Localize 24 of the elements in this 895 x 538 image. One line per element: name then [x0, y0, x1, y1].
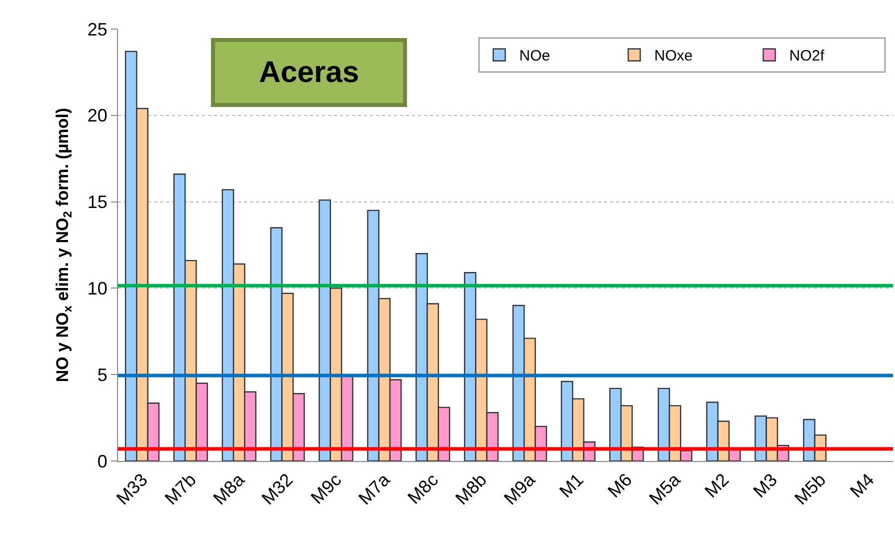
- legend-label: NOxe: [654, 48, 693, 65]
- x-tick-label: M8b: [452, 470, 490, 509]
- legend-label: NO2f: [789, 48, 826, 65]
- x-tick-label: M8c: [404, 470, 442, 508]
- legend-label: NOe: [519, 48, 550, 65]
- y-tick-label: 25: [87, 19, 108, 40]
- y-tick-label: 10: [87, 278, 108, 298]
- x-tick-label: M4: [846, 470, 878, 502]
- x-tick-label: M3: [749, 470, 782, 502]
- text: Aceras: [258, 56, 360, 89]
- x-tick-label: M7a: [354, 468, 394, 509]
- x-tick-label: M8a: [209, 468, 249, 509]
- y-tick-label: 5: [97, 364, 108, 385]
- x-tick-label: M9a: [500, 468, 540, 509]
- x-tick-label: M9c: [306, 470, 346, 508]
- y-tick-label: 15: [87, 192, 108, 212]
- y-tick-label: 0: [97, 451, 108, 472]
- x-tick-label: M2: [700, 470, 733, 502]
- x-tick-label: M1: [556, 470, 588, 502]
- x-tick-label: M5b: [790, 470, 830, 509]
- x-tick-label: M6: [604, 470, 636, 502]
- y-tick-label: 20: [87, 106, 108, 126]
- x-tick-label: M7b: [160, 470, 200, 509]
- x-tick-label: M5a: [645, 468, 685, 509]
